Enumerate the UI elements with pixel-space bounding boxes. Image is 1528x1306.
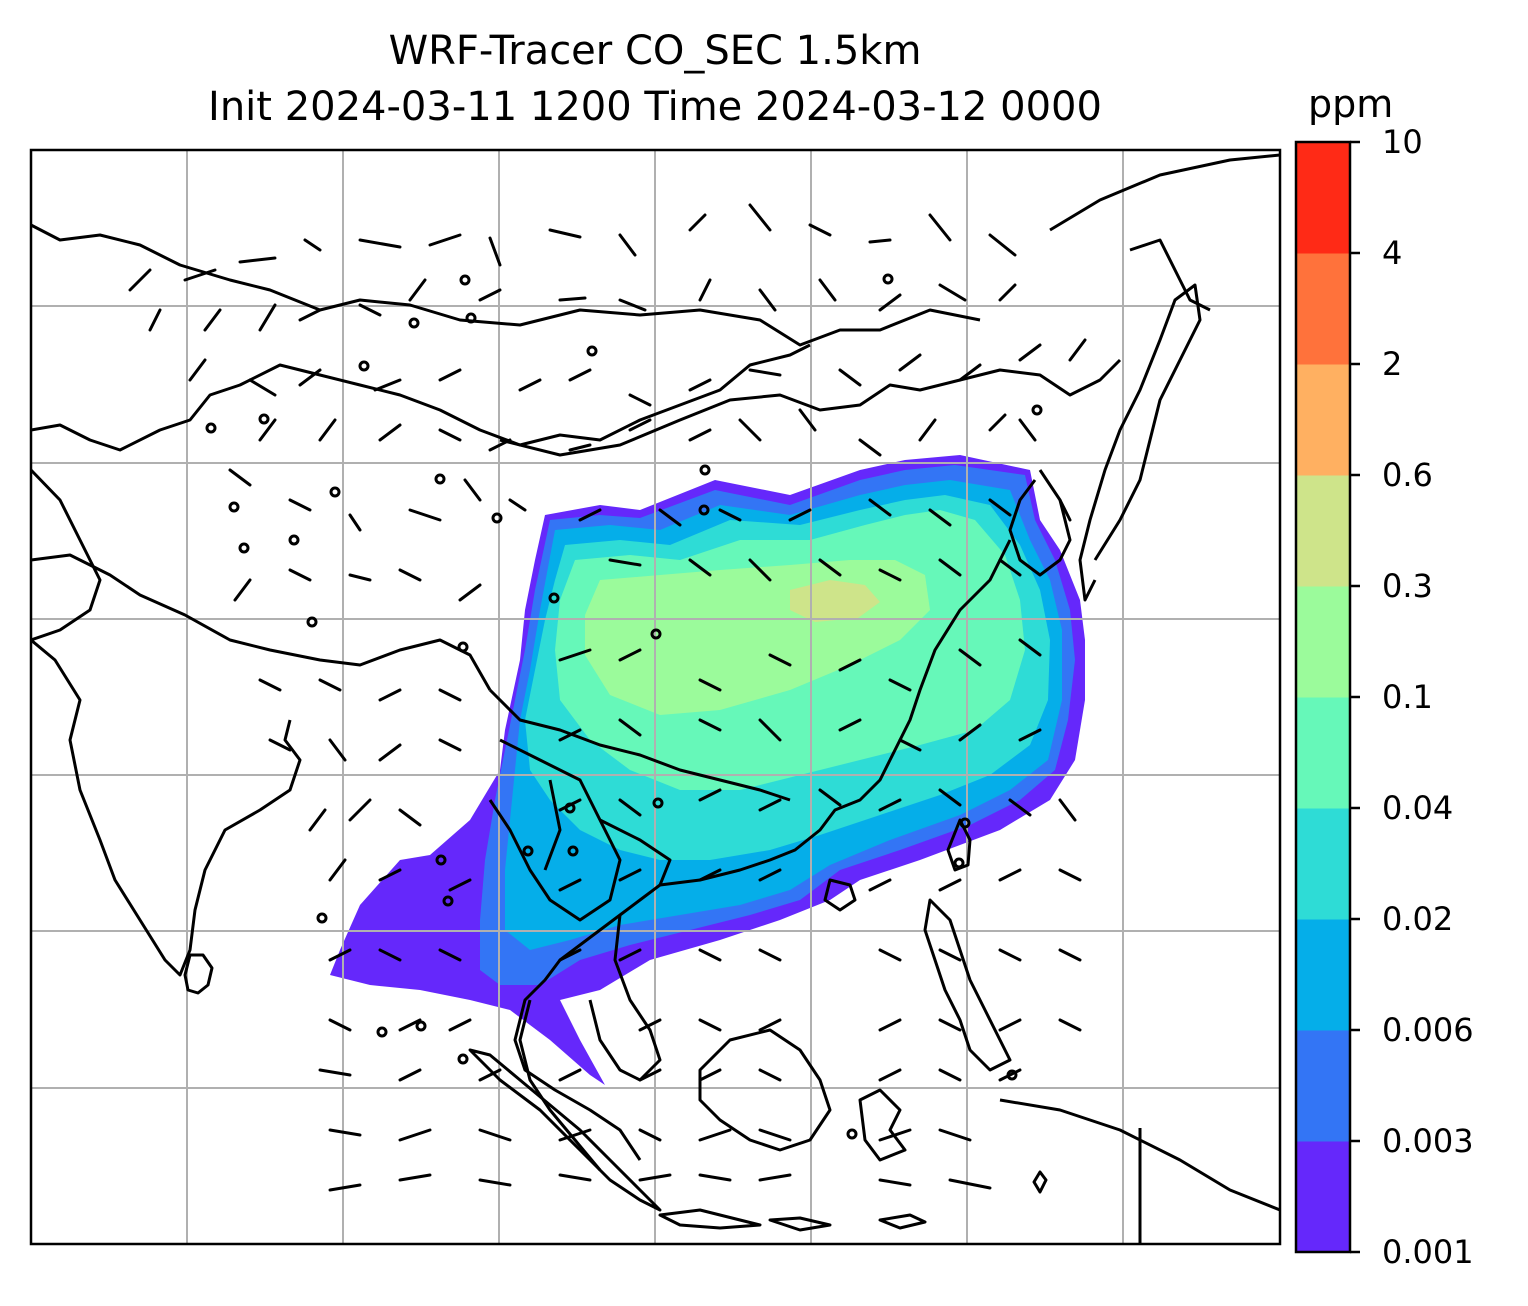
colorbar-segment	[1296, 808, 1350, 920]
colorbar-tick-label: 0.04	[1382, 789, 1454, 827]
new-guinea-coastline	[999, 1098, 1280, 1244]
colorbar-segment	[1296, 475, 1350, 587]
colorbar-segment	[1296, 1030, 1350, 1142]
map-frame	[29, 148, 1282, 1246]
colorbar-segment	[1296, 253, 1350, 365]
tracer-level-0.3	[790, 580, 880, 622]
hainan-coastline	[823, 878, 857, 912]
colorbar-tick-label: 0.02	[1382, 900, 1454, 938]
colorbar-tick-label: 10	[1382, 123, 1423, 161]
colorbar-tick-label: 0.006	[1382, 1011, 1474, 1049]
tracer-field	[330, 455, 1085, 1085]
mongolia-border	[499, 358, 1122, 457]
sulawesi-coastline	[858, 1088, 907, 1162]
colorbar-segment	[1296, 364, 1350, 476]
map-title-line1: WRF-Tracer CO_SEC 1.5km	[388, 28, 922, 74]
china-coastline	[559, 539, 1012, 962]
china-interior-border	[488, 688, 791, 802]
sumatra-coastline	[468, 1048, 662, 1212]
colorbar	[1294, 140, 1360, 1254]
java-coastline	[658, 1208, 762, 1230]
colorbar-segment	[1296, 1141, 1350, 1253]
colorbar-segment	[1296, 142, 1350, 254]
map-title-line2: Init 2024-03-11 1200 Time 2024-03-12 000…	[208, 84, 1102, 130]
colorbar-tick-label: 0.001	[1382, 1233, 1474, 1271]
map-coastlines	[31, 153, 1280, 1244]
map-panel	[31, 150, 1280, 1244]
colorbar-tick-label: 2	[1382, 345, 1403, 383]
colorbar-tick-label: 0.6	[1382, 456, 1433, 494]
sri-lanka-coastline	[183, 953, 214, 995]
wind-barbs	[128, 203, 1087, 1192]
japan-coastline	[1078, 283, 1202, 602]
colorbar-tick-label: 4	[1382, 234, 1403, 272]
central-asia-borders	[31, 223, 981, 642]
colorbar-segment	[1296, 697, 1350, 809]
philippines-coastline	[923, 898, 1012, 1072]
borneo-coastline	[698, 1028, 832, 1152]
russia-far-east-coast	[1049, 153, 1280, 312]
himalaya-border	[31, 553, 492, 691]
india-coastline	[31, 638, 302, 977]
calm-wind-markers	[205, 273, 1043, 1140]
small-islands	[768, 1170, 1048, 1232]
colorbar-unit-label: ppm	[1308, 82, 1394, 126]
colorbar-tick-label: 0.1	[1382, 678, 1433, 716]
indochina-coastline	[513, 914, 662, 1161]
colorbar-tick-label: 0.003	[1382, 1122, 1474, 1160]
se-asia-borders	[488, 738, 672, 922]
colorbar-tick-label: 0.3	[1382, 567, 1433, 605]
colorbar-segment	[1296, 919, 1350, 1031]
colorbar-segment	[1296, 586, 1350, 698]
korea-coastline	[1008, 469, 1072, 577]
